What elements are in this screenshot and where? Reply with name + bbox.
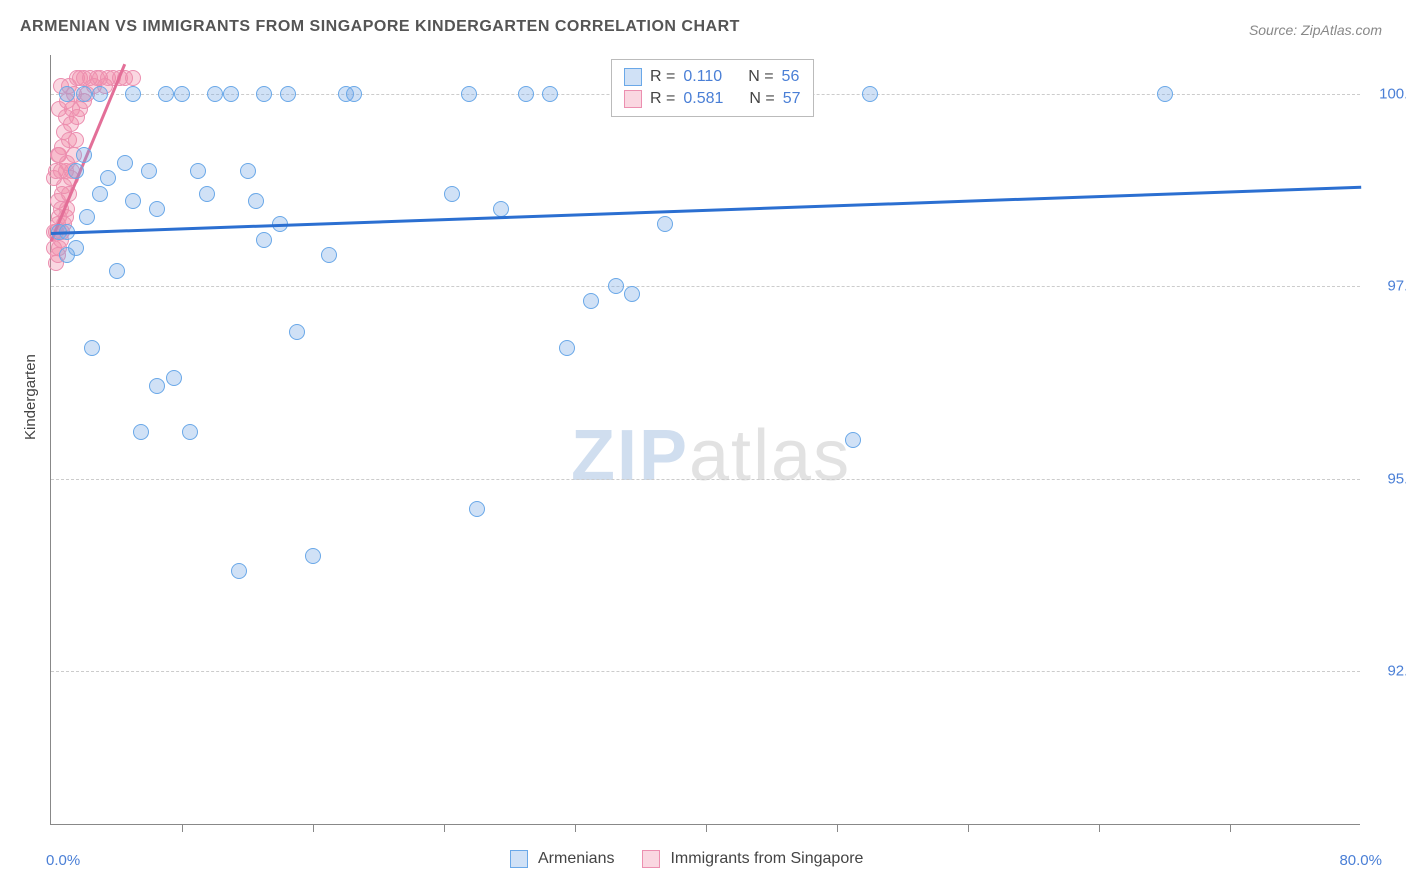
n-value: 56 (782, 68, 800, 86)
data-point (158, 86, 174, 102)
data-point (559, 340, 575, 356)
data-point (174, 86, 190, 102)
chart-title: ARMENIAN VS IMMIGRANTS FROM SINGAPORE KI… (20, 18, 740, 36)
data-point (141, 163, 157, 179)
y-tick-label: 95.0% (1370, 470, 1406, 487)
data-point (862, 86, 878, 102)
data-point (845, 432, 861, 448)
data-point (92, 86, 108, 102)
x-axis-start-label: 0.0% (46, 852, 80, 869)
data-point (289, 324, 305, 340)
data-point (1157, 86, 1173, 102)
data-point (68, 132, 84, 148)
legend-swatch (642, 850, 660, 868)
legend-label: Immigrants from Singapore (670, 850, 863, 868)
data-point (100, 170, 116, 186)
x-tick (837, 824, 838, 832)
gridline (51, 479, 1360, 480)
data-point (256, 86, 272, 102)
data-point (125, 70, 141, 86)
correlation-row: R = 0.581 N = 57 (624, 88, 801, 110)
source-attribution: Source: ZipAtlas.com (1249, 22, 1382, 38)
data-point (223, 86, 239, 102)
legend-swatch (624, 68, 642, 86)
x-tick (1230, 824, 1231, 832)
x-axis-end-label: 80.0% (1339, 852, 1382, 869)
x-tick (313, 824, 314, 832)
data-point (125, 86, 141, 102)
data-point (346, 86, 362, 102)
y-tick-label: 92.5% (1370, 663, 1406, 680)
legend-swatch (624, 90, 642, 108)
data-point (657, 216, 673, 232)
watermark: ZIPatlas (571, 415, 851, 497)
data-point (518, 86, 534, 102)
r-label: R = (650, 90, 675, 108)
watermark-atlas: atlas (689, 416, 851, 496)
data-point (149, 201, 165, 217)
r-value: 0.581 (683, 90, 723, 108)
data-point (444, 186, 460, 202)
data-point (68, 163, 84, 179)
watermark-zip: ZIP (571, 416, 689, 496)
x-tick (706, 824, 707, 832)
x-tick (182, 824, 183, 832)
legend-bottom: Armenians Immigrants from Singapore (510, 850, 881, 868)
data-point (166, 370, 182, 386)
gridline (51, 671, 1360, 672)
y-axis-label: Kindergarten (22, 354, 39, 440)
r-label: R = (650, 68, 675, 86)
trend-line (51, 186, 1361, 235)
y-tick-label: 97.5% (1370, 278, 1406, 295)
n-label: N = (748, 68, 773, 86)
data-point (542, 86, 558, 102)
data-point (469, 501, 485, 517)
data-point (92, 186, 108, 202)
y-tick-label: 100.0% (1370, 85, 1406, 102)
data-point (117, 155, 133, 171)
data-point (149, 378, 165, 394)
data-point (84, 340, 100, 356)
correlation-row: R = 0.110 N = 56 (624, 66, 801, 88)
correlation-legend: R = 0.110 N = 56 R = 0.581 N = 57 (611, 59, 814, 117)
data-point (583, 293, 599, 309)
data-point (76, 147, 92, 163)
data-point (59, 86, 75, 102)
data-point (461, 86, 477, 102)
data-point (248, 193, 264, 209)
data-point (76, 86, 92, 102)
data-point (190, 163, 206, 179)
gridline (51, 286, 1360, 287)
data-point (109, 263, 125, 279)
r-value: 0.110 (683, 68, 722, 86)
data-point (608, 278, 624, 294)
data-point (256, 232, 272, 248)
data-point (231, 563, 247, 579)
data-point (59, 247, 75, 263)
x-tick (968, 824, 969, 832)
x-tick (1099, 824, 1100, 832)
data-point (125, 193, 141, 209)
data-point (493, 201, 509, 217)
data-point (133, 424, 149, 440)
data-point (240, 163, 256, 179)
data-point (280, 86, 296, 102)
data-point (79, 209, 95, 225)
data-point (624, 286, 640, 302)
data-point (182, 424, 198, 440)
x-tick (444, 824, 445, 832)
data-point (207, 86, 223, 102)
scatter-chart: ZIPatlas 100.0%97.5%95.0%92.5%R = 0.110N… (50, 55, 1360, 825)
legend-swatch (510, 850, 528, 868)
x-tick (575, 824, 576, 832)
data-point (321, 247, 337, 263)
n-value: 57 (783, 90, 801, 108)
data-point (199, 186, 215, 202)
legend-label: Armenians (538, 850, 614, 868)
data-point (305, 548, 321, 564)
n-label: N = (749, 90, 774, 108)
